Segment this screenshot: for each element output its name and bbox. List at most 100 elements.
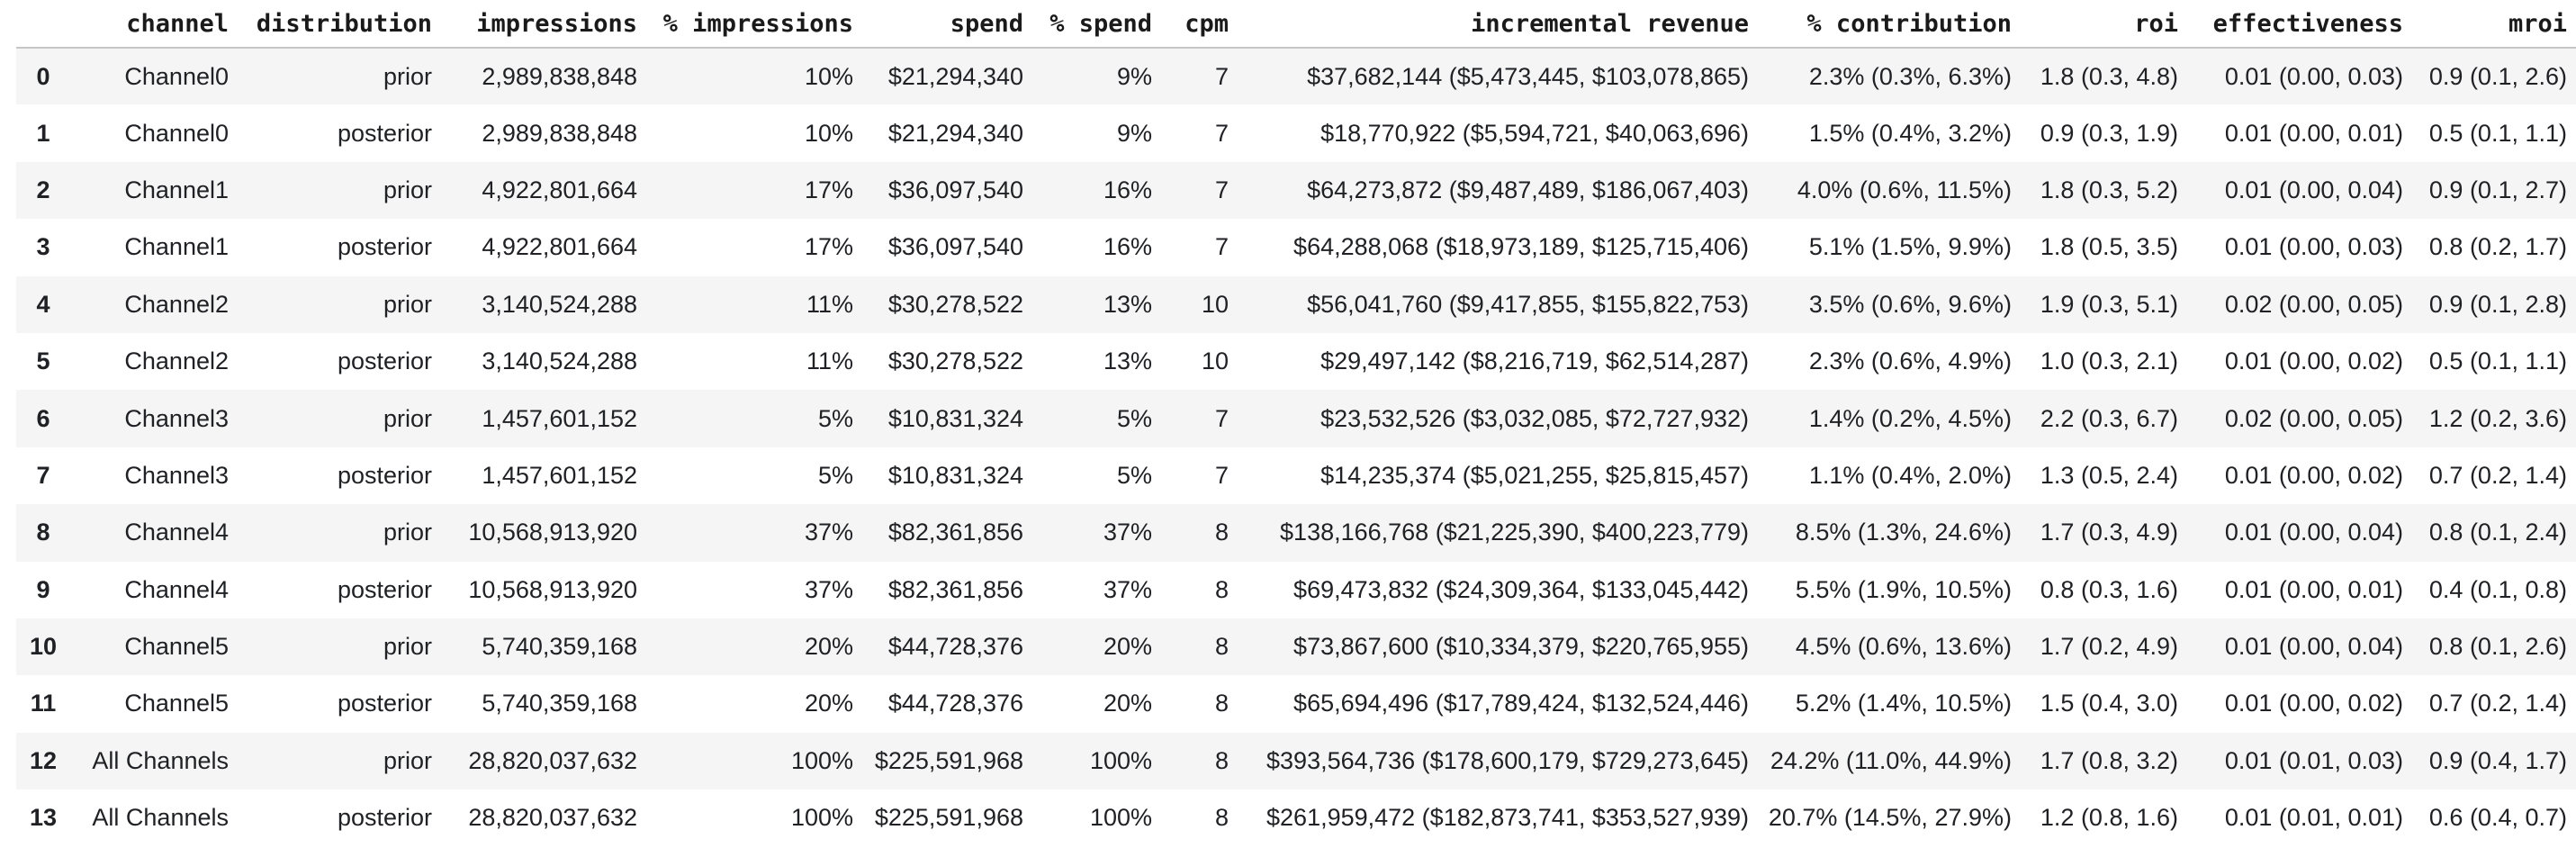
cell-impressions: 4,922,801,664 — [482, 176, 637, 203]
row-index-label: 13 — [29, 804, 58, 832]
cell-spend: $82,361,856 — [887, 575, 1023, 603]
cell-roi: 1.2 (0.8, 1.6) — [2040, 804, 2178, 832]
cell-pct-contribution: 5.1% (1.5%, 9.9%) — [1808, 233, 2012, 261]
cell-spend: $10,831,324 — [887, 404, 1023, 432]
cell-pct-impressions: 100% — [790, 804, 853, 832]
cell-pct-impressions: 17% — [804, 176, 853, 203]
cell-incremental-revenue: $23,532,526 ($3,032,085, $72,727,932) — [1320, 404, 1749, 432]
cell-channel: Channel2 — [124, 290, 229, 318]
cell-pct-contribution: 5.5% (1.9%, 10.5%) — [1795, 575, 2012, 603]
cell-distribution: posterior — [337, 575, 432, 603]
cell-pct-impressions: 10% — [804, 62, 853, 90]
cell-pct-impressions: 11% — [806, 347, 853, 375]
cell-pct-contribution: 2.3% (0.3%, 6.3%) — [1808, 62, 2012, 90]
cell-cpm: 8 — [1214, 575, 1229, 603]
cell-roi: 1.8 (0.3, 4.8) — [2040, 62, 2178, 90]
cell-pct-spend: 13% — [1103, 290, 1152, 318]
table-row: 11 Channel5 posterior 5,740,359,168 20% … — [16, 675, 2576, 732]
table-row: 3 Channel1 posterior 4,922,801,664 17% $… — [16, 219, 2576, 275]
cell-mroi: 0.9 (0.1, 2.8) — [2428, 290, 2567, 318]
cell-pct-contribution: 4.5% (0.6%, 13.6%) — [1795, 633, 2012, 661]
cell-pct-impressions: 100% — [790, 746, 853, 774]
row-index-label: 8 — [36, 519, 50, 546]
cell-incremental-revenue: $65,694,496 ($17,789,424, $132,524,446) — [1293, 690, 1749, 717]
table-row: 10 Channel5 prior 5,740,359,168 20% $44,… — [16, 618, 2576, 676]
row-index-label: 0 — [36, 62, 50, 90]
cell-mroi: 0.8 (0.1, 2.4) — [2428, 519, 2567, 546]
table-header: channel distribution impressions % impre… — [16, 0, 2576, 49]
table-row: 5 Channel2 posterior 3,140,524,288 11% $… — [16, 333, 2576, 390]
cell-incremental-revenue: $14,235,374 ($5,021,255, $25,815,457) — [1320, 461, 1749, 489]
cell-impressions: 3,140,524,288 — [482, 347, 637, 375]
cell-impressions: 2,989,838,848 — [482, 119, 637, 147]
cell-spend: $30,278,522 — [887, 347, 1023, 375]
cell-pct-spend: 37% — [1103, 575, 1152, 603]
column-header-spend: spend — [857, 0, 1027, 49]
cell-distribution: prior — [383, 176, 432, 203]
row-index-label: 12 — [29, 746, 58, 774]
cell-pct-impressions: 37% — [804, 575, 853, 603]
table-row: 12 All Channels prior 28,820,037,632 100… — [16, 732, 2576, 790]
table-row: 9 Channel4 posterior 10,568,913,920 37% … — [16, 562, 2576, 618]
cell-impressions: 28,820,037,632 — [468, 804, 637, 832]
cell-mroi: 0.9 (0.4, 1.7) — [2428, 746, 2567, 774]
cell-channel: Channel1 — [124, 233, 229, 261]
cell-channel: Channel4 — [124, 575, 229, 603]
cell-pct-contribution: 1.4% (0.2%, 4.5%) — [1808, 404, 2012, 432]
cell-mroi: 0.6 (0.4, 0.7) — [2428, 804, 2567, 832]
media-summary-table: channel distribution impressions % impre… — [16, 0, 2576, 846]
cell-pct-contribution: 8.5% (1.3%, 24.6%) — [1795, 519, 2012, 546]
cell-pct-impressions: 17% — [804, 233, 853, 261]
cell-impressions: 5,740,359,168 — [482, 633, 637, 661]
cell-roi: 1.5 (0.4, 3.0) — [2040, 690, 2178, 717]
row-index-label: 2 — [36, 176, 50, 203]
cell-incremental-revenue: $56,041,760 ($9,417,855, $155,822,753) — [1307, 290, 1749, 318]
cell-impressions: 3,140,524,288 — [482, 290, 637, 318]
cell-channel: All Channels — [92, 746, 229, 774]
cell-effectiveness: 0.01 (0.01, 0.03) — [2224, 746, 2403, 774]
cell-distribution: prior — [383, 290, 432, 318]
table-row: 8 Channel4 prior 10,568,913,920 37% $82,… — [16, 504, 2576, 562]
cell-channel: Channel2 — [124, 347, 229, 375]
cell-effectiveness: 0.01 (0.00, 0.02) — [2224, 347, 2403, 375]
cell-pct-impressions: 10% — [804, 119, 853, 147]
cell-channel: Channel5 — [124, 690, 229, 717]
cell-distribution: prior — [383, 519, 432, 546]
cell-pct-spend: 9% — [1116, 62, 1152, 90]
cell-distribution: posterior — [337, 804, 432, 832]
cell-pct-contribution: 24.2% (11.0%, 44.9%) — [1770, 746, 2012, 774]
cell-incremental-revenue: $393,564,736 ($178,600,179, $729,273,645… — [1266, 746, 1749, 774]
column-header-pct-contribution: % contribution — [1752, 0, 2015, 49]
cell-pct-impressions: 37% — [804, 519, 853, 546]
cell-roi: 0.9 (0.3, 1.9) — [2040, 119, 2178, 147]
row-index-label: 10 — [29, 633, 58, 661]
table-row: 0 Channel0 prior 2,989,838,848 10% $21,2… — [16, 48, 2576, 105]
cell-roi: 1.7 (0.3, 4.9) — [2040, 519, 2178, 546]
cell-spend: $30,278,522 — [887, 290, 1023, 318]
column-header-channel: channel — [70, 0, 232, 49]
cell-distribution: posterior — [337, 233, 432, 261]
cell-impressions: 1,457,601,152 — [482, 461, 637, 489]
cell-roi: 1.9 (0.3, 5.1) — [2040, 290, 2178, 318]
row-index-label: 9 — [36, 575, 50, 603]
cell-pct-contribution: 2.3% (0.6%, 4.9%) — [1808, 347, 2012, 375]
cell-pct-impressions: 5% — [817, 461, 853, 489]
column-header-pct-spend: % spend — [1027, 0, 1156, 49]
cell-effectiveness: 0.01 (0.00, 0.04) — [2224, 519, 2403, 546]
cell-distribution: prior — [383, 746, 432, 774]
cell-channel: Channel3 — [124, 461, 229, 489]
row-index-label: 11 — [30, 690, 57, 717]
column-header-impressions: impressions — [436, 0, 641, 49]
cell-spend: $36,097,540 — [887, 176, 1023, 203]
cell-distribution: prior — [383, 404, 432, 432]
cell-cpm: 10 — [1201, 347, 1229, 375]
cell-roi: 1.8 (0.3, 5.2) — [2040, 176, 2178, 203]
cell-pct-contribution: 3.5% (0.6%, 9.6%) — [1808, 290, 2012, 318]
column-header-distribution: distribution — [232, 0, 436, 49]
cell-spend: $82,361,856 — [887, 519, 1023, 546]
cell-pct-contribution: 1.1% (0.4%, 2.0%) — [1808, 461, 2012, 489]
cell-channel: Channel0 — [124, 62, 229, 90]
cell-impressions: 2,989,838,848 — [482, 62, 637, 90]
cell-distribution: posterior — [337, 119, 432, 147]
cell-cpm: 7 — [1214, 62, 1229, 90]
